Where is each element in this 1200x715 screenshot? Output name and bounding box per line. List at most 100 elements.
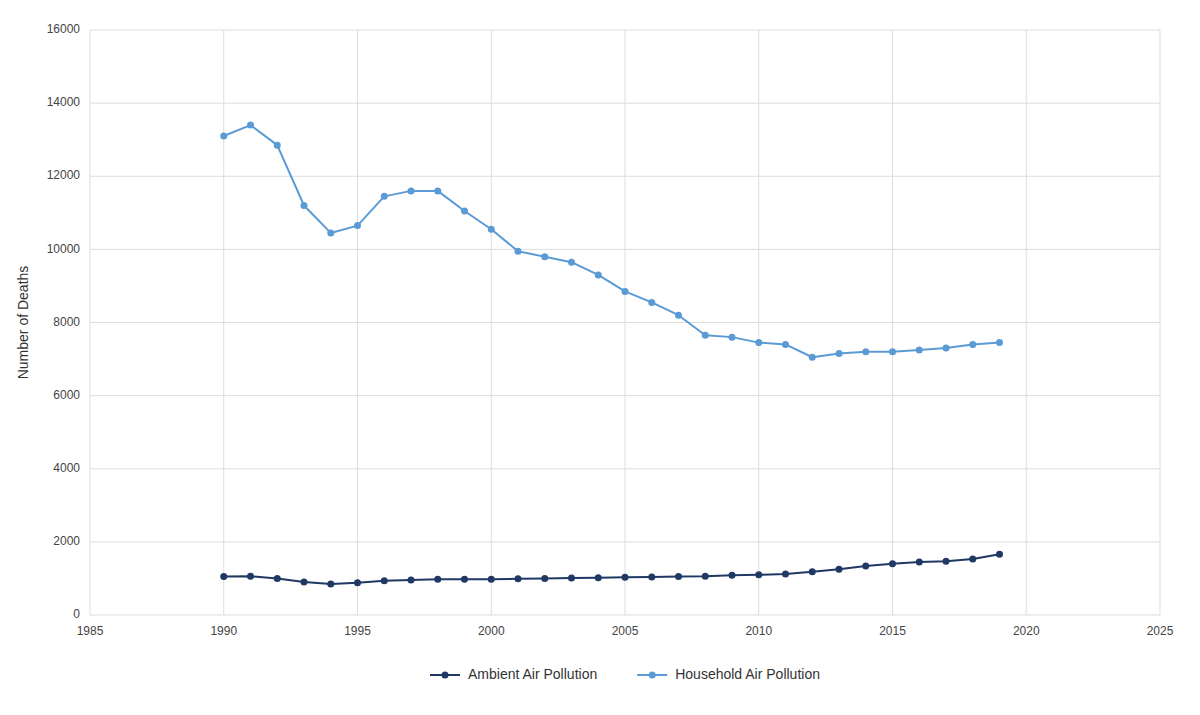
series-marker [996,339,1003,346]
series-marker [434,187,441,194]
series-marker [622,574,629,581]
y-tick-label: 8000 [53,315,80,329]
series-marker [327,229,334,236]
series-marker [969,556,976,563]
series-line [224,554,1000,584]
series-marker [381,193,388,200]
x-tick-label: 1995 [344,624,371,638]
legend-item: Household Air Pollution [637,666,820,682]
series-marker [916,346,923,353]
y-axis-label: Number of Deaths [15,266,31,380]
series-marker [943,558,950,565]
grid-line-x [90,30,91,615]
series-marker [889,348,896,355]
series-marker [809,568,816,575]
x-tick-label: 2025 [1147,624,1174,638]
x-tick-label: 1990 [210,624,237,638]
x-tick-label: 2010 [745,624,772,638]
series-marker [675,573,682,580]
series-marker [702,573,709,580]
series-marker [755,571,762,578]
y-tick-label: 0 [73,607,80,621]
y-tick-label: 2000 [53,534,80,548]
series-marker [301,202,308,209]
grid-line-x [892,30,893,615]
series-marker [220,133,227,140]
x-tick-label: 2005 [612,624,639,638]
series-marker [809,354,816,361]
y-tick-label: 14000 [47,95,81,109]
series-marker [622,288,629,295]
series-marker [568,575,575,582]
series-marker [247,122,254,129]
series-marker [515,575,522,582]
series-marker [461,576,468,583]
x-tick-label: 2015 [879,624,906,638]
series-marker [247,573,254,580]
grid-line-x [357,30,358,615]
series-marker [488,226,495,233]
series-marker [648,573,655,580]
series-marker [541,253,548,260]
series-marker [729,334,736,341]
series-marker [408,576,415,583]
grid-line-x [491,30,492,615]
series-marker [274,575,281,582]
series-marker [220,573,227,580]
series-marker [862,348,869,355]
plot-area [220,122,1003,588]
y-tick-label: 10000 [47,242,81,256]
series-marker [381,577,388,584]
series-marker [702,332,709,339]
series-marker [782,571,789,578]
legend-item: Ambient Air Pollution [430,666,597,682]
x-tick-label: 2000 [478,624,505,638]
grid-line-x [625,30,626,615]
series-marker [408,187,415,194]
series-marker [434,576,441,583]
series-marker [327,580,334,587]
chart: 0 2000 4000 6000 8000 10000 12000 14000 16000 198… [0,0,1200,715]
series-marker [996,551,1003,558]
legend-marker [442,672,449,679]
series-marker [541,575,548,582]
series-marker [675,312,682,319]
series-marker [648,299,655,306]
series-marker [836,350,843,357]
series-marker [889,560,896,567]
series-marker [862,563,869,570]
y-tick-label: 12000 [47,168,81,182]
series-marker [969,341,976,348]
series-marker [274,142,281,149]
grid-line-x [758,30,759,615]
series-line [224,125,1000,357]
series-marker [782,341,789,348]
series-marker [916,558,923,565]
series-marker [836,566,843,573]
x-tick-label: 2020 [1013,624,1040,638]
legend: Ambient Air Pollution Household Air Pollu… [430,666,820,682]
x-tick-label: 1985 [77,624,104,638]
legend-marker [649,672,656,679]
series-marker [729,572,736,579]
y-tick-label: 6000 [53,388,80,402]
grid-line-x [223,30,224,615]
series-marker [301,579,308,586]
series-marker [354,579,361,586]
series-marker [354,222,361,229]
legend-label: Household Air Pollution [675,666,820,682]
series-marker [943,345,950,352]
y-tick-label: 4000 [53,461,80,475]
grid [90,30,1160,615]
legend-label: Ambient Air Pollution [468,666,597,682]
grid-line-x [1026,30,1027,615]
series-marker [595,574,602,581]
series-marker [461,207,468,214]
y-tick-label: 16000 [47,22,81,36]
series-marker [488,576,495,583]
series-marker [755,339,762,346]
series-marker [568,259,575,266]
axes: 0 2000 4000 6000 8000 10000 12000 14000 16000 198… [15,22,1174,638]
series-marker [515,248,522,255]
series-marker [595,271,602,278]
